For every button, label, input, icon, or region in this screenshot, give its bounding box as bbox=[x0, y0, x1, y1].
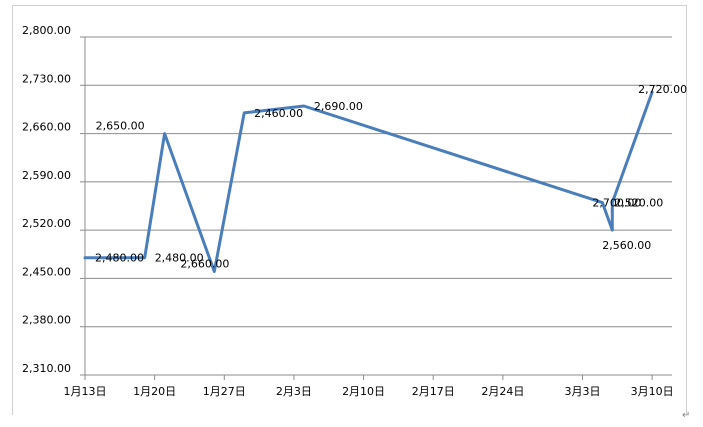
gridlines bbox=[85, 36, 672, 328]
series-layer bbox=[83, 90, 654, 273]
x-tick-label: 1月20日 bbox=[133, 385, 176, 398]
data-label: 2,480.00 bbox=[155, 252, 204, 265]
y-tick-label: 2,590.00 bbox=[22, 169, 71, 182]
data-label: 2,700.00 bbox=[592, 197, 641, 210]
data-label: 2,480.00 bbox=[95, 252, 144, 265]
y-tick-label: 2,310.00 bbox=[22, 362, 71, 375]
data-label: 2,720.00 bbox=[638, 83, 687, 96]
data-point bbox=[84, 257, 86, 259]
y-tick-label: 2,450.00 bbox=[22, 265, 71, 278]
data-point bbox=[611, 229, 613, 231]
data-labels: 2,480.00 2,480.00 2,650.00 2,660.00 2,460.00… bbox=[95, 83, 687, 270]
data-label: 2,690.00 bbox=[314, 100, 363, 113]
x-tick-label: 2月3日 bbox=[276, 385, 312, 398]
axes bbox=[80, 36, 672, 380]
x-tick-label: 3月10日 bbox=[631, 385, 674, 398]
data-label: 2,660.00 bbox=[180, 258, 229, 271]
x-tick-label: 2月17日 bbox=[412, 385, 455, 398]
data-point bbox=[144, 257, 146, 259]
data-label: 2,650.00 bbox=[96, 120, 145, 133]
x-tick-label: 2月24日 bbox=[481, 385, 524, 398]
data-point bbox=[611, 202, 613, 204]
y-tick-labels: 2,310.00 2,380.00 2,450.00 2,520.00 2,590.00… bbox=[22, 24, 71, 375]
x-tick-label: 3月3日 bbox=[564, 385, 600, 398]
data-point bbox=[651, 91, 653, 93]
data-label: 2,460.00 bbox=[254, 107, 303, 120]
data-label: 2,560.00 bbox=[602, 239, 651, 252]
data-point bbox=[601, 202, 603, 204]
y-tick-label: 2,520.00 bbox=[22, 217, 71, 230]
x-tick-label: 1月27日 bbox=[203, 385, 246, 398]
y-tick-label: 2,660.00 bbox=[22, 121, 71, 134]
data-label: 2,520.00 bbox=[614, 197, 663, 210]
left-border-line bbox=[12, 5, 13, 415]
paragraph-return-mark: ↵ bbox=[682, 410, 691, 421]
x-tick-label: 1月13日 bbox=[64, 385, 107, 398]
data-point bbox=[213, 271, 215, 273]
y-tick-label: 2,730.00 bbox=[22, 72, 71, 85]
data-point bbox=[243, 112, 245, 114]
y-tick-label: 2,380.00 bbox=[22, 314, 71, 327]
y-tick-label: 2,800.00 bbox=[22, 24, 71, 37]
data-point bbox=[164, 133, 166, 135]
x-tick-labels: 1月13日 1月20日 1月27日 2月3日 2月10日 2月17日 2月24日 3月3日 3月… bbox=[64, 385, 674, 398]
data-point bbox=[303, 105, 305, 107]
top-border-line bbox=[12, 5, 687, 6]
right-border-line bbox=[686, 5, 687, 415]
series-line-0 bbox=[83, 90, 654, 273]
x-tick-label: 2月10日 bbox=[342, 385, 385, 398]
